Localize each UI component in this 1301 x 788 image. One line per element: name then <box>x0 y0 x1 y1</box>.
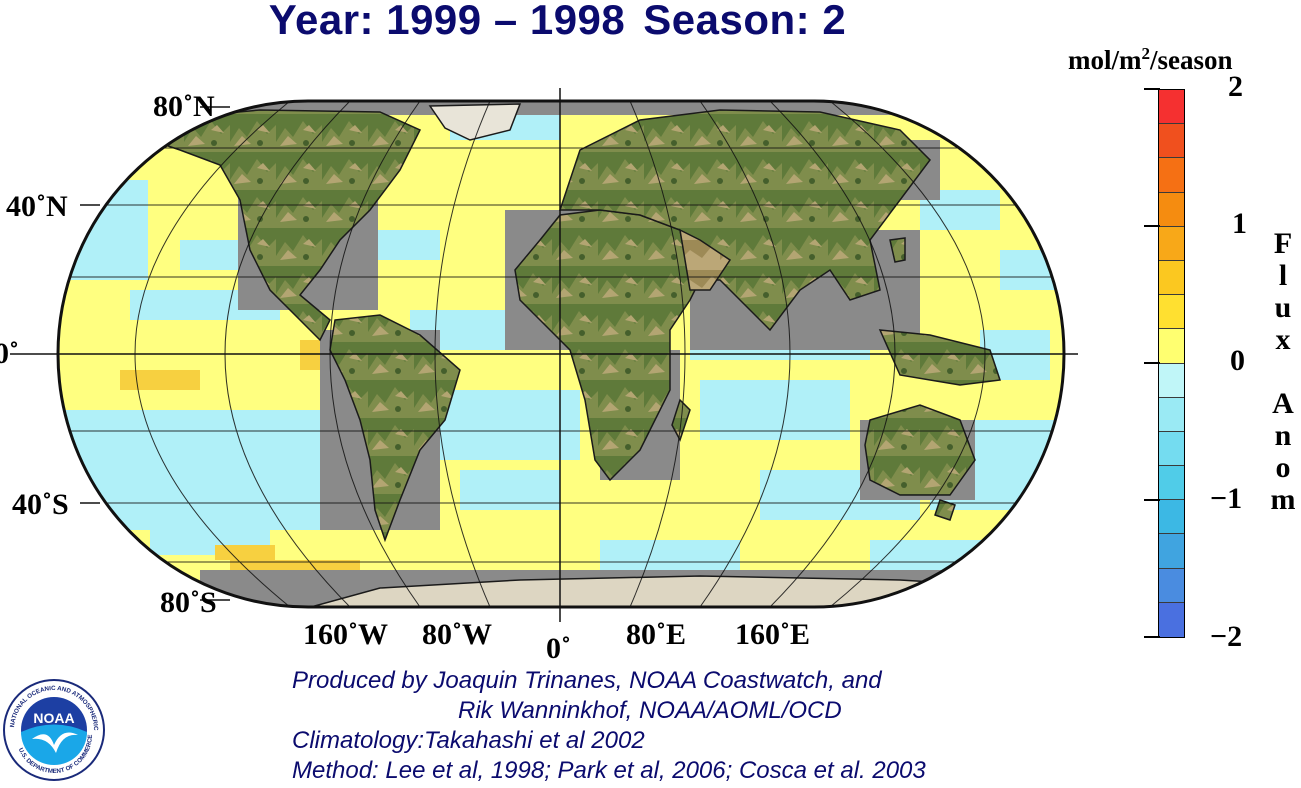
south-america <box>329 314 461 543</box>
lon-label-80e: 80˚E <box>626 618 686 651</box>
colorbar-bin <box>1159 568 1184 603</box>
colorbar-bin <box>1159 602 1184 637</box>
colorbar-bin <box>1159 534 1184 569</box>
colorbar <box>1158 89 1185 638</box>
colorbar-tick <box>1144 636 1160 638</box>
north-america <box>149 109 422 342</box>
lon-label-160w: 160˚W <box>303 618 388 651</box>
colorbar-label-2: 2 <box>1228 70 1243 103</box>
colorbar-bin <box>1159 260 1184 296</box>
colorbar-bin <box>1159 226 1184 261</box>
credits-line-2: Rik Wanninkhof, NOAA/AOML/OCD <box>458 697 842 724</box>
credits-line-4: Method: Lee et al, 1998; Park et al, 200… <box>292 757 926 784</box>
colorbar-bin <box>1159 397 1184 432</box>
greenland <box>428 103 522 141</box>
lat-label-80s: 80˚S <box>160 586 217 619</box>
noaa-logo-text: NOAA <box>33 710 74 726</box>
colorbar-label-neg1: −1 <box>1210 482 1243 515</box>
maritime-asia <box>878 329 1002 386</box>
credits-line-1: Produced by Joaquin Trinanes, NOAA Coast… <box>292 667 882 694</box>
colorbar-bin <box>1159 500 1184 535</box>
colorbar-bin <box>1159 431 1184 467</box>
lat-ticks <box>80 106 230 601</box>
colorbar-unit: mol/m2/season <box>1068 44 1233 75</box>
colorbar-label-neg2: −2 <box>1210 620 1243 653</box>
lat-label-80n: 80˚N <box>153 90 215 123</box>
arabia <box>679 228 732 291</box>
lon-label-80w: 80˚W <box>422 618 492 651</box>
colorbar-bin <box>1159 192 1184 227</box>
lat-label-40s: 40˚S <box>12 488 69 521</box>
japan <box>889 237 906 263</box>
map-title: Year: 1999 – 1998 Season: 2 <box>0 0 1115 44</box>
title-season: Season: 2 <box>643 0 847 43</box>
colorbar-tick <box>1144 499 1160 501</box>
credits-line-3: Climatology:Takahashi et al 2002 <box>292 727 645 754</box>
credits-block: Produced by Joaquin Trinanes, NOAA Coast… <box>292 666 926 786</box>
colorbar-bin <box>1159 90 1184 125</box>
colorbar-bin <box>1159 329 1184 364</box>
ocean-anomaly-field <box>58 101 1064 607</box>
lon-label-0: 0˚ <box>546 632 571 665</box>
colorbar-tick <box>1144 225 1160 227</box>
colorbar-bin <box>1159 466 1184 501</box>
lat-label-40n: 40˚N <box>6 190 68 223</box>
colorbar-tick <box>1144 362 1160 364</box>
colorbar-bin <box>1159 124 1184 159</box>
colorbar-label-0: 0 <box>1230 344 1245 377</box>
world-map <box>10 88 1078 622</box>
colorbar-bin <box>1159 158 1184 193</box>
lat-label-0: 0˚ <box>0 337 19 370</box>
colorbar-label-1: 1 <box>1232 207 1247 240</box>
title-year: Year: 1999 – 1998 <box>268 0 626 43</box>
colorbar-tick <box>1144 88 1160 90</box>
lon-label-160e: 160˚E <box>735 618 810 651</box>
noaa-logo: NATIONAL OCEANIC AND ATMOSPHERIC ADMINIS… <box>2 677 105 781</box>
colorbar-bin <box>1159 295 1184 330</box>
colorbar-variable-label: F l u x A n o m <box>1270 227 1296 516</box>
australia <box>864 404 976 496</box>
colorbar-bin <box>1159 363 1184 398</box>
